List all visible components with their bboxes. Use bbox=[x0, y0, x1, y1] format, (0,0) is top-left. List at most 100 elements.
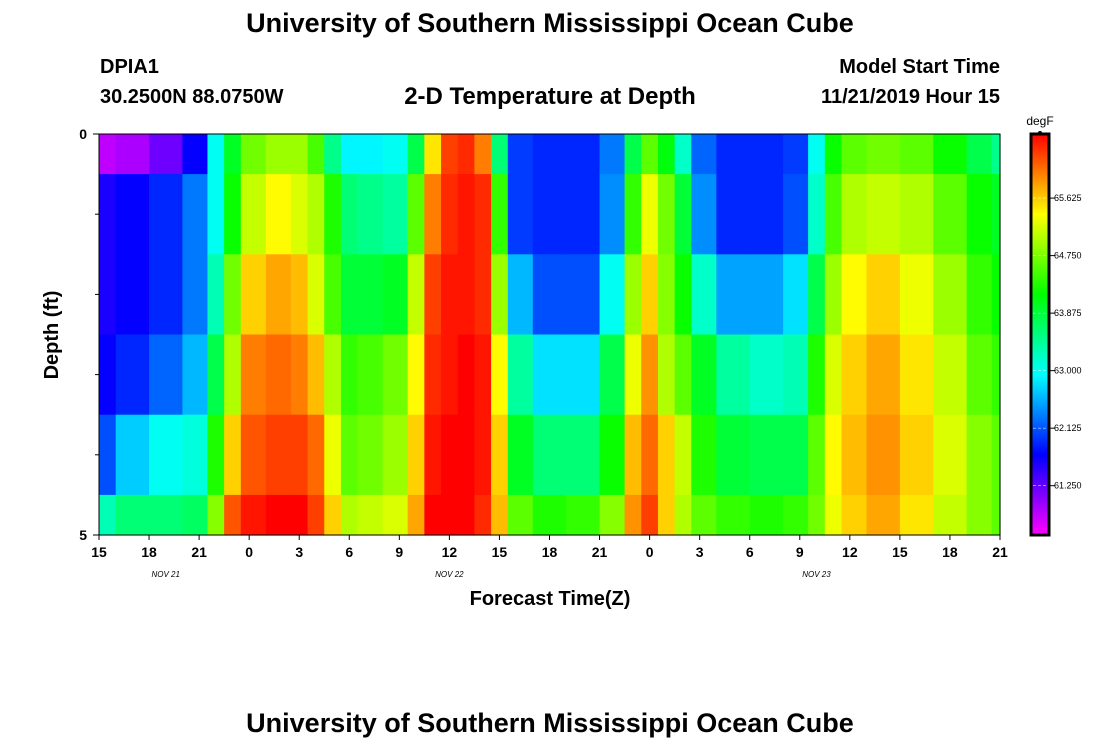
heatmap-cell bbox=[507, 414, 534, 496]
colorbar: 61.250 62.125 63.000 63.875 64.750 65.625 bbox=[1029, 131, 1082, 537]
heatmap-cell bbox=[149, 494, 184, 536]
heatmap-cell bbox=[657, 254, 676, 336]
heatmap-cell bbox=[716, 334, 751, 416]
heatmap-cell bbox=[991, 334, 1001, 416]
heatmap-cell bbox=[657, 134, 676, 175]
heatmap-cell bbox=[624, 334, 642, 416]
heatmap-cell bbox=[899, 174, 934, 255]
heatmap-cell bbox=[340, 254, 359, 336]
heatmap-cell bbox=[340, 334, 359, 416]
heatmap-cell bbox=[224, 334, 242, 416]
x-tick-label: 0 bbox=[646, 544, 654, 560]
heatmap-cell bbox=[149, 254, 184, 336]
x-tick-label: 18 bbox=[942, 544, 958, 560]
heatmap-cell bbox=[966, 414, 993, 496]
y-tick-label: 0 bbox=[79, 126, 87, 142]
heatmap-cell bbox=[265, 494, 292, 536]
heatmap-cell bbox=[566, 334, 601, 416]
heatmap-cell bbox=[491, 334, 509, 416]
heatmap-cell bbox=[382, 334, 409, 416]
heatmap-cell bbox=[991, 254, 1001, 336]
heatmap-cell bbox=[899, 334, 934, 416]
x-tick-label: 21 bbox=[191, 544, 207, 560]
heatmap-cell bbox=[407, 334, 425, 416]
x-tick-label: 12 bbox=[842, 544, 858, 560]
heatmap-cell bbox=[307, 174, 325, 255]
heatmap-cell bbox=[841, 334, 868, 416]
heatmap-cell bbox=[841, 494, 868, 536]
x-tick-label: 6 bbox=[345, 544, 353, 560]
heatmap-cell bbox=[866, 174, 901, 255]
heatmap-cell bbox=[532, 414, 567, 496]
colorbar-tick-label: 62.125 bbox=[1054, 423, 1082, 433]
heatmap-cell bbox=[474, 174, 492, 255]
y-axis-label: Depth (ft) bbox=[41, 291, 63, 380]
heatmap-cell bbox=[716, 174, 751, 255]
heatmap-cell bbox=[149, 334, 184, 416]
heatmap-cell bbox=[783, 254, 809, 336]
heatmap-cell bbox=[357, 174, 384, 255]
heatmap-cell bbox=[599, 334, 626, 416]
x-tick-label: 18 bbox=[542, 544, 558, 560]
heatmap-cell bbox=[991, 134, 1001, 175]
heatmap-cell bbox=[966, 254, 993, 336]
heatmap-cell bbox=[507, 254, 534, 336]
heatmap-cell bbox=[783, 134, 809, 175]
heatmap-cell bbox=[808, 134, 826, 175]
heatmap-cell bbox=[507, 494, 534, 536]
page-title: University of Southern Mississippi Ocean… bbox=[246, 8, 854, 38]
heatmap-cell bbox=[674, 494, 692, 536]
heatmap-cell bbox=[115, 334, 150, 416]
heatmap-cell bbox=[290, 134, 309, 175]
heatmap-cell bbox=[532, 174, 567, 255]
heatmap-cell bbox=[424, 334, 442, 416]
colorbar-scale bbox=[1029, 132, 1051, 537]
heatmap-cell bbox=[716, 414, 751, 496]
heatmap-cell bbox=[808, 494, 826, 536]
heatmap-cell bbox=[716, 254, 751, 336]
heatmap-cell bbox=[207, 494, 225, 536]
colorbar-tick-label: 61.250 bbox=[1054, 481, 1082, 491]
heatmap-cell bbox=[149, 174, 184, 255]
heatmap-cell bbox=[966, 494, 993, 536]
x-tick-label: 15 bbox=[492, 544, 508, 560]
heatmap-cell bbox=[507, 174, 534, 255]
heatmap-cells bbox=[99, 134, 1001, 536]
heatmap-cell bbox=[899, 494, 934, 536]
heatmap-cell bbox=[99, 414, 117, 496]
heatmap-cell bbox=[474, 414, 492, 496]
heatmap-cell bbox=[566, 254, 601, 336]
heatmap-cell bbox=[224, 174, 242, 255]
heatmap-cell bbox=[624, 134, 642, 175]
heatmap-cell bbox=[491, 174, 509, 255]
heatmap-cell bbox=[824, 334, 843, 416]
x-tick-label: 9 bbox=[796, 544, 804, 560]
heatmap-cell bbox=[933, 494, 968, 536]
heatmap-cell bbox=[324, 414, 342, 496]
heatmap-cell bbox=[841, 174, 868, 255]
x-tick-label: 18 bbox=[141, 544, 157, 560]
heatmap-cell bbox=[224, 254, 242, 336]
heatmap-cell bbox=[716, 134, 751, 175]
heatmap-cell bbox=[407, 254, 425, 336]
model-start-label: Model Start Time bbox=[839, 56, 1000, 78]
heatmap-cell bbox=[532, 334, 567, 416]
heatmap-cell bbox=[749, 134, 784, 175]
heatmap-cell bbox=[115, 134, 150, 175]
heatmap-cell bbox=[966, 334, 993, 416]
heatmap-cell bbox=[182, 414, 209, 496]
heatmap-cell bbox=[182, 134, 209, 175]
heatmap-cell bbox=[808, 414, 826, 496]
heatmap-cell bbox=[691, 414, 717, 496]
heatmap-cell bbox=[99, 174, 117, 255]
heatmap-cell bbox=[824, 134, 843, 175]
heatmap-cell bbox=[674, 414, 692, 496]
heatmap-cell bbox=[340, 494, 359, 536]
heatmap-cell bbox=[824, 414, 843, 496]
heatmap-cell bbox=[566, 174, 601, 255]
x-tick-label: 21 bbox=[992, 544, 1008, 560]
heatmap-cell bbox=[491, 254, 509, 336]
heatmap-cell bbox=[841, 254, 868, 336]
heatmap-cell bbox=[474, 334, 492, 416]
